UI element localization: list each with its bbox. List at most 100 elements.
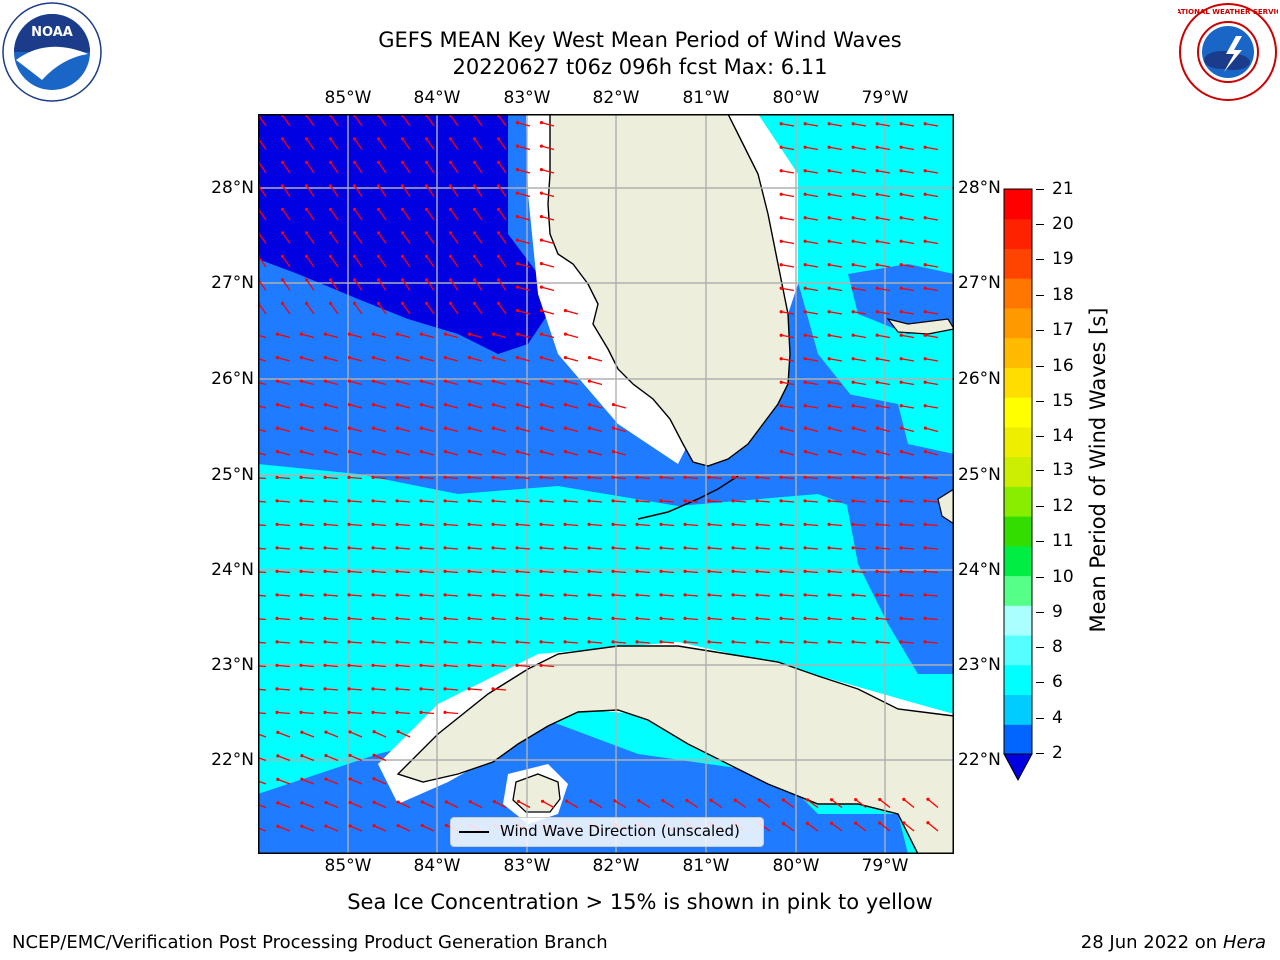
wave-arrow [277, 825, 291, 832]
wave-arrow-head [299, 499, 303, 503]
wave-arrow-head [347, 379, 352, 383]
wave-arrow [396, 476, 411, 480]
wave-arrow [372, 641, 387, 644]
wave-arrow-head [395, 710, 399, 714]
wave-arrow [372, 476, 387, 480]
wave-arrow [420, 570, 435, 574]
wave-arrow-head [587, 450, 592, 454]
wave-arrow [564, 641, 579, 644]
wave-arrow [781, 170, 795, 174]
wave-arrow-head [328, 160, 333, 164]
wave-arrow-head [683, 475, 687, 479]
wave-arrow [325, 427, 339, 433]
wave-arrow [901, 358, 915, 362]
wave-arrow-head [323, 450, 328, 454]
wave-arrow-head [539, 238, 544, 242]
wave-arrow-head [424, 278, 429, 282]
wave-arrow-head [395, 475, 399, 479]
wave-arrow-head [659, 522, 663, 526]
wave-arrow [614, 800, 627, 809]
wave-arrow-head [779, 616, 783, 620]
wave-arrow [282, 255, 291, 268]
wave-arrow [397, 825, 411, 832]
wave-arrow-head [923, 145, 927, 149]
wave-arrow [541, 263, 555, 268]
wave-arrow-head [803, 357, 807, 361]
wave-arrow-head [851, 357, 855, 361]
wave-arrow [474, 279, 483, 291]
wave-arrow [588, 500, 603, 503]
wave-arrow-head [515, 569, 519, 573]
wave-arrow [258, 803, 267, 809]
wave-arrow [805, 381, 819, 386]
wave-arrow-head [276, 754, 280, 758]
wave-arrow [756, 641, 771, 644]
wave-arrow-head [275, 710, 279, 714]
wave-arrow-head [323, 593, 327, 597]
wave-arrow [276, 476, 291, 480]
wave-arrow-head [899, 263, 903, 267]
wave-arrow-head [683, 499, 687, 503]
wave-arrow-head [491, 426, 496, 430]
wave-arrow [684, 547, 699, 550]
wave-arrow-head [448, 301, 453, 305]
wave-arrow [732, 641, 747, 644]
wave-arrow [300, 500, 315, 503]
wave-arrow [758, 799, 771, 809]
wave-arrow [348, 523, 363, 527]
wave-arrow [781, 217, 795, 221]
wave-arrow-head [875, 239, 879, 243]
wave-arrow-head [803, 426, 808, 430]
wave-arrow-head [923, 404, 927, 408]
wave-arrow [324, 688, 339, 691]
wave-arrow-head [424, 160, 429, 164]
wave-arrow-head [323, 356, 328, 360]
wave-arrow [903, 822, 915, 832]
wave-arrow [469, 380, 483, 386]
wave-arrow-head [347, 403, 352, 407]
wave-arrow [732, 594, 747, 597]
wave-arrow [612, 641, 627, 644]
wave-arrow-head [371, 522, 375, 526]
wave-arrow [565, 357, 579, 362]
colorbar-bin [1004, 664, 1032, 696]
wave-arrow-head [539, 121, 544, 125]
colorbar-bin [1004, 724, 1032, 755]
wave-arrow-head [467, 403, 472, 407]
colorbar-tick-mark [1036, 189, 1044, 190]
wave-arrow-head [659, 499, 663, 503]
wave-arrow-head [515, 215, 520, 219]
wave-arrow [300, 641, 315, 644]
wave-arrow-head [923, 640, 927, 644]
wave-arrow [517, 145, 531, 151]
wave-arrow [853, 170, 867, 174]
wave-arrow [402, 161, 411, 174]
wave-arrow [325, 754, 339, 762]
wave-arrow [877, 264, 891, 268]
wave-arrow-head [467, 640, 471, 644]
wave-arrow [444, 641, 459, 644]
wave-arrow-head [803, 522, 807, 526]
wave-arrow-head [395, 687, 399, 691]
wave-arrow [517, 404, 531, 409]
wave-arrow-head [467, 687, 471, 691]
wave-arrow [660, 476, 675, 480]
wave-arrow-head [468, 800, 472, 804]
wave-arrow-head [539, 332, 544, 336]
wave-arrow [660, 570, 675, 574]
wave-arrow-head [300, 754, 304, 758]
wave-arrow-head [827, 192, 831, 196]
wave-arrow [927, 798, 939, 809]
lon-label-top: 83°W [503, 88, 551, 108]
wave-arrow [901, 405, 915, 409]
wave-arrow [829, 170, 843, 174]
wave-arrow [378, 255, 387, 268]
wave-arrow-head [515, 426, 520, 430]
wave-arrow-head [276, 824, 280, 828]
wave-arrow-head [611, 426, 616, 430]
wave-arrow-head [875, 333, 879, 337]
wave-arrow-head [275, 379, 280, 383]
wave-arrow [330, 302, 339, 315]
wave-arrow [258, 405, 267, 409]
wave-arrow [258, 477, 267, 480]
